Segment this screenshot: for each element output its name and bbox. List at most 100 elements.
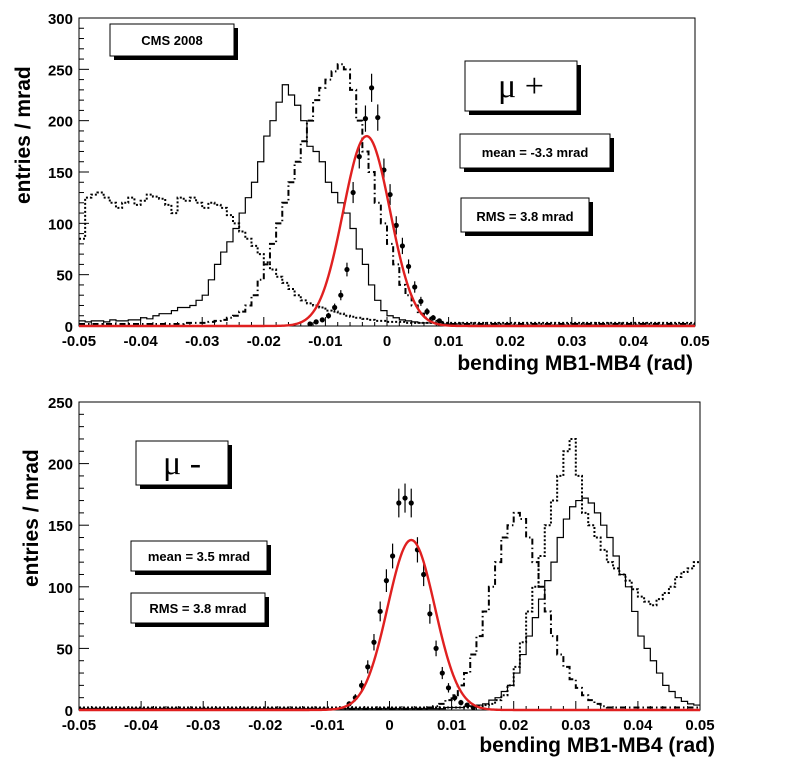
bottom-x-tick-label: 0: [385, 717, 393, 734]
top-mean-label: mean = -3.3 mrad: [482, 145, 589, 160]
top-rms-label: RMS = 3.8 mrad: [476, 209, 573, 224]
bottom-y-tick-label: 50: [56, 641, 73, 658]
bottom-charge-box: μ -: [135, 440, 232, 489]
top-x-tick-label: -0.03: [185, 333, 219, 350]
bottom-data-point: [445, 685, 452, 691]
bottom-data-point: [452, 695, 458, 701]
top-histogram-solid: [79, 84, 695, 326]
bottom-data-point: [377, 608, 383, 615]
top-x-tick-label: 0: [383, 333, 391, 350]
top-histogram-dash-dot: [79, 63, 695, 325]
top-y-tick-label: 50: [56, 268, 73, 285]
top-data-point: [362, 116, 369, 122]
top-data-point: [338, 292, 344, 298]
bottom-y-tick-label: 0: [65, 703, 73, 720]
top-x-tick-label: -0.01: [308, 333, 342, 350]
bottom-fit-curve: [79, 538, 700, 712]
top-data-point: [313, 319, 319, 325]
top-x-tick-label: 0.04: [619, 333, 649, 350]
bottom-data-point: [390, 553, 396, 559]
bottom-data-point: [365, 664, 371, 670]
bottom-data-point: [371, 639, 377, 645]
bottom-histogram-solid: [79, 497, 700, 710]
bottom-x-tick-label: 0.02: [499, 717, 528, 734]
bottom-y-tick-label: 250: [48, 395, 73, 412]
top-x-tick-label: 0.01: [434, 333, 463, 350]
cms-tag-box: CMS 2008: [109, 23, 238, 60]
bottom-data-point: [408, 500, 414, 506]
top-data-point: [369, 85, 375, 91]
bottom-x-tick-label: -0.05: [62, 717, 96, 734]
top-data-point: [436, 318, 442, 324]
top-y-tick-label: 200: [48, 114, 73, 131]
bottom-data-point: [439, 670, 445, 676]
bottom-histogram-dotted: [79, 437, 700, 709]
top-x-tick-label: -0.04: [123, 333, 158, 350]
bottom-data-point: [421, 571, 427, 578]
bottom-panel: -0.05 -0.04 -0.03 -0.02 -0.01 0 0.01 0.02 0.03 0.…: [20, 395, 715, 757]
top-x-tick-label: 0.02: [496, 333, 525, 350]
bottom-y-ticks: 0 50 100 150 200 250: [48, 395, 89, 720]
top-histogram-dotted: [79, 191, 695, 324]
top-y-tick-label: 250: [48, 62, 73, 79]
top-data-point: [418, 298, 424, 304]
top-data-point: [412, 284, 418, 290]
top-y-axis-title: entries / mrad: [12, 66, 35, 204]
bottom-data-point: [464, 702, 470, 708]
bottom-rms-label: RMS = 3.8 mrad: [149, 601, 246, 616]
top-gaussian-fit-line: [79, 134, 695, 328]
bottom-mean-box: mean = 3.5 mrad: [130, 540, 271, 575]
bottom-gaussian-fit-line: [79, 538, 700, 712]
bottom-data-points: [346, 483, 476, 711]
top-y-tick-label: 150: [48, 165, 73, 182]
bottom-rms-box: RMS = 3.8 mrad: [130, 592, 269, 627]
bottom-y-tick-label: 150: [48, 518, 73, 535]
top-data-point: [424, 309, 430, 315]
top-y-tick-label: 100: [48, 216, 73, 233]
top-x-tick-label: 0.03: [557, 333, 586, 350]
top-data-point: [325, 313, 332, 319]
top-data-point: [319, 317, 325, 323]
top-x-tick-label: 0.05: [680, 333, 709, 350]
bottom-x-tick-label: 0.01: [437, 717, 466, 734]
top-data-point: [307, 321, 313, 327]
bottom-x-tick-label: 0.04: [623, 717, 653, 734]
bottom-data-point: [396, 500, 402, 506]
top-data-point: [375, 114, 381, 121]
top-rms-box: RMS = 3.8 mrad: [460, 197, 593, 236]
top-data-point: [387, 191, 393, 198]
top-charge-box: μ +: [464, 60, 581, 115]
bottom-y-tick-label: 200: [48, 457, 73, 474]
top-charge-label: μ +: [498, 68, 544, 105]
top-data-point: [356, 154, 362, 160]
top-data-point: [430, 315, 436, 321]
top-x-axis-title: bending MB1-MB4 (rad): [457, 352, 693, 375]
top-y-tick-label: 0: [65, 319, 73, 336]
bottom-data-point: [433, 645, 439, 652]
top-data-point: [344, 266, 350, 273]
top-panel: -0.05 -0.04 -0.03 -0.02 -0.01 0 0.01 0.02 0.03 0.…: [12, 11, 710, 375]
bottom-mean-label: mean = 3.5 mrad: [148, 549, 250, 564]
bottom-x-tick-label: 0.03: [561, 717, 590, 734]
top-data-point: [399, 243, 405, 249]
bottom-data-point: [383, 578, 389, 584]
top-data-point: [350, 189, 356, 196]
bottom-histograms: [79, 437, 700, 710]
bottom-x-axis-title: bending MB1-MB4 (rad): [479, 734, 715, 757]
top-data-point: [405, 263, 412, 270]
bottom-x-tick-label: -0.01: [310, 717, 344, 734]
top-fit-curve: [79, 134, 695, 328]
bottom-y-axis-title: entries / mrad: [20, 449, 43, 587]
bottom-data-point: [458, 700, 464, 706]
bottom-y-tick-label: 100: [48, 580, 73, 597]
top-y-ticks: 0 50 100 150 200 250 300: [48, 11, 89, 336]
bottom-x-tick-label: -0.03: [186, 717, 220, 734]
bottom-data-point: [427, 611, 433, 617]
top-data-point: [332, 304, 338, 311]
bottom-x-tick-label: 0.05: [685, 717, 714, 734]
cms-tag-text: CMS 2008: [141, 33, 202, 48]
bottom-data-point: [402, 495, 408, 501]
bottom-x-tick-label: -0.02: [248, 717, 282, 734]
top-x-tick-label: -0.02: [247, 333, 281, 350]
